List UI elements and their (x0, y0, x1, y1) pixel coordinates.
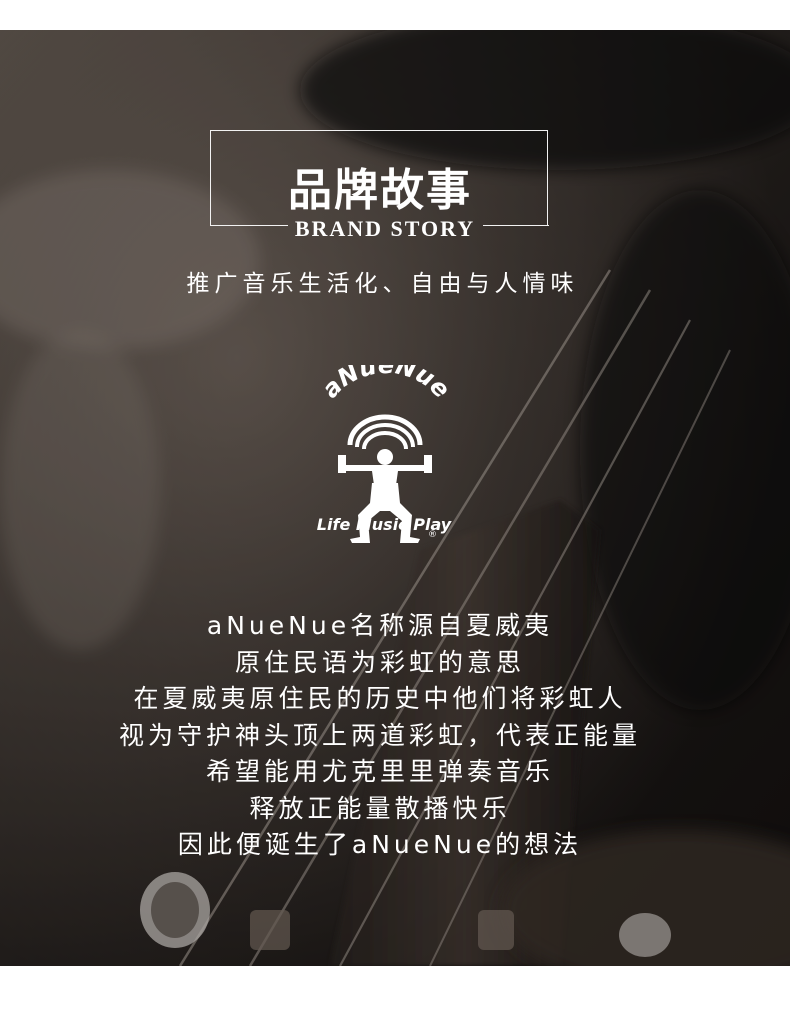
story-line: 因此便诞生了aNueNue的想法 (177, 830, 583, 859)
story-line: 视为守护神头顶上两道彩虹，代表正能量 (118, 720, 641, 750)
page-title: 品牌故事 (288, 165, 472, 216)
title-frame (209, 130, 549, 226)
story-line: 希望能用尤克里里弹奏音乐 (205, 757, 554, 786)
logo-tagline: Life Music Play (316, 515, 452, 534)
story-line: 原住民语为彩虹的意思 (234, 647, 525, 677)
story-line: 释放正能量散播快乐 (249, 793, 511, 823)
logo-brand-text: aNueNue (316, 365, 455, 403)
page-title-english: BRAND STORY (294, 216, 476, 241)
story-line: aNueNue名称源自夏威夷 (206, 611, 554, 640)
title-frame-line-left (209, 225, 288, 226)
subtitle: 推广音乐生活化、自由与人情味 (186, 271, 579, 297)
story-line: 在夏威夷原住民的历史中他们将彩虹人 (133, 684, 627, 713)
anuenue-logo: aNueNue ® (316, 365, 456, 543)
story-text: aNueNue名称源自夏威夷 原住民语为彩虹的意思 在夏威夷原住民的历史中他们将… (0, 608, 760, 864)
registered-mark: ® (428, 530, 437, 540)
guitar-background-image (0, 30, 790, 966)
title-frame-line-right (482, 225, 549, 226)
brand-story-panel: 品牌故事 BRAND STORY 推广音乐生活化、自由与人情味 aNueNue … (0, 30, 790, 966)
